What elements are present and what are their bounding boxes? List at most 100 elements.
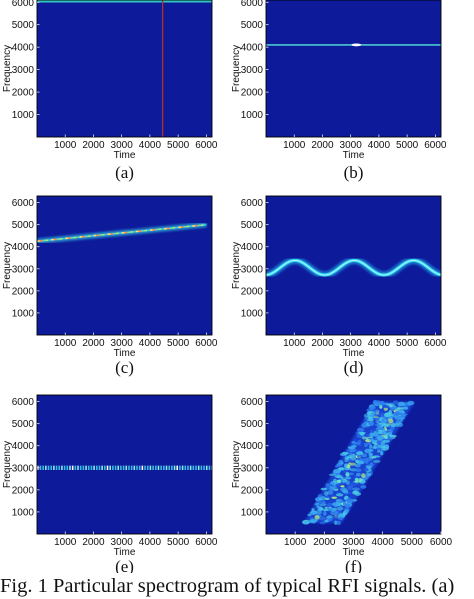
noise-speckle (350, 462, 356, 466)
y-tick-label: 5000 (12, 220, 35, 231)
pulse-mark (165, 465, 168, 471)
noise-speckle (367, 441, 372, 445)
noise-speckle (369, 429, 374, 433)
noise-speckle (375, 421, 380, 424)
x-tick-label: 4000 (368, 338, 391, 349)
noise-speckle (390, 422, 396, 428)
noise-speckle (345, 472, 350, 477)
x-tick-label: 4000 (372, 537, 395, 548)
noise-speckle (339, 462, 344, 465)
panel-d: 1000 2000 3000 4000 5000 6000 1000 2000 3000 4000… (231, 195, 447, 377)
pulse-mark (128, 465, 130, 471)
noise-speckle (374, 400, 382, 405)
noise-speckle (346, 498, 354, 503)
x-tick-label: 6000 (424, 338, 447, 349)
subfigure-label: (d) (344, 358, 364, 377)
noise-speckle (368, 421, 375, 426)
noise-speckle (368, 405, 376, 410)
noise-speckle (364, 457, 373, 462)
pulse-mark (47, 465, 50, 471)
noise-speckle (332, 478, 338, 484)
pulse-mark (53, 465, 55, 471)
noise-speckle (398, 409, 404, 413)
noise-speckle (366, 433, 370, 436)
pulse-mark (157, 465, 160, 471)
noise-speckle (331, 515, 340, 519)
panel-f: 1000 2000 3000 4000 5000 6000 1000 2000 3000 4000… (231, 394, 453, 573)
noise-speckle (337, 513, 344, 517)
y-tick-label: 1000 (12, 507, 35, 518)
noise-speckle (383, 423, 390, 428)
y-tick-label: 6000 (12, 397, 35, 408)
pulse-mark (163, 465, 165, 471)
panel-e: 1000 2000 3000 4000 5000 6000 1000 2000 3000 4000… (2, 394, 218, 573)
pulse-mark (71, 465, 74, 471)
x-tick-label: 5000 (167, 537, 190, 548)
noise-speckle (363, 413, 371, 418)
pulse-mark (176, 465, 179, 471)
noise-speckle (384, 444, 389, 448)
noise-speckle (372, 417, 381, 420)
noise-speckle (344, 492, 349, 495)
noise-speckle (396, 418, 402, 423)
y-axis-label: Frequency (231, 242, 242, 289)
noise-speckle (368, 416, 373, 419)
noise-speckle (369, 462, 374, 468)
noise-speckle (355, 468, 362, 473)
noise-speckle (320, 487, 328, 491)
y-tick-label: 2000 (241, 286, 264, 297)
plot-frame (265, 195, 442, 336)
noise-speckle (372, 445, 377, 449)
y-tick-label: 3000 (12, 463, 35, 474)
pulse-mark (45, 465, 47, 471)
noise-speckle (311, 507, 315, 512)
noise-speckle (330, 510, 339, 516)
y-tick-label: 1000 (12, 110, 35, 121)
noise-speckle (307, 513, 312, 517)
noise-speckle (336, 520, 341, 526)
x-tick-label: 3000 (340, 140, 363, 151)
y-tick-label: 4000 (12, 43, 35, 54)
x-tick-label: 6000 (424, 140, 447, 151)
pulse-mark (95, 465, 98, 471)
pulse-mark (141, 465, 144, 471)
noise-speckle (376, 435, 384, 440)
pulse-mark (69, 465, 71, 471)
pulse-mark (87, 465, 90, 471)
pulse-mark (195, 465, 197, 471)
noise-speckle (320, 516, 327, 521)
pulse-mark (138, 465, 141, 471)
noise-speckle (323, 511, 327, 517)
y-tick-label: 6000 (12, 0, 35, 9)
noise-speckle (344, 476, 352, 480)
x-tick-label: 4000 (139, 537, 162, 548)
signal-layer (266, 43, 441, 47)
noise-speckle (347, 455, 353, 460)
plot-background (266, 0, 441, 137)
noise-speckle (400, 406, 409, 410)
y-tick-label: 5000 (241, 20, 264, 31)
y-axis-label: Frequency (2, 45, 13, 92)
noise-speckle (369, 452, 373, 458)
noise-speckle (376, 424, 383, 427)
pulse-mark (39, 465, 42, 471)
noise-speckle (364, 460, 369, 464)
pulse-mark (184, 465, 187, 471)
y-tick-label: 5000 (241, 419, 264, 430)
x-tick-label: 2000 (311, 140, 334, 151)
noise-speckle (376, 450, 381, 453)
y-tick-label: 6000 (241, 198, 264, 209)
pulse-mark (125, 465, 128, 471)
pulse-mark (192, 465, 195, 471)
noise-speckle (362, 436, 367, 440)
x-tick-label: 5000 (396, 140, 419, 151)
noise-speckle (344, 495, 349, 500)
noise-speckle (373, 413, 381, 417)
pulse-mark (58, 465, 61, 471)
y-tick-label: 4000 (241, 43, 264, 54)
noise-speckle (377, 444, 384, 448)
noise-speckle (309, 519, 317, 522)
noise-speckle (322, 508, 329, 512)
signal-layer (37, 0, 212, 137)
noise-speckle (363, 442, 368, 448)
